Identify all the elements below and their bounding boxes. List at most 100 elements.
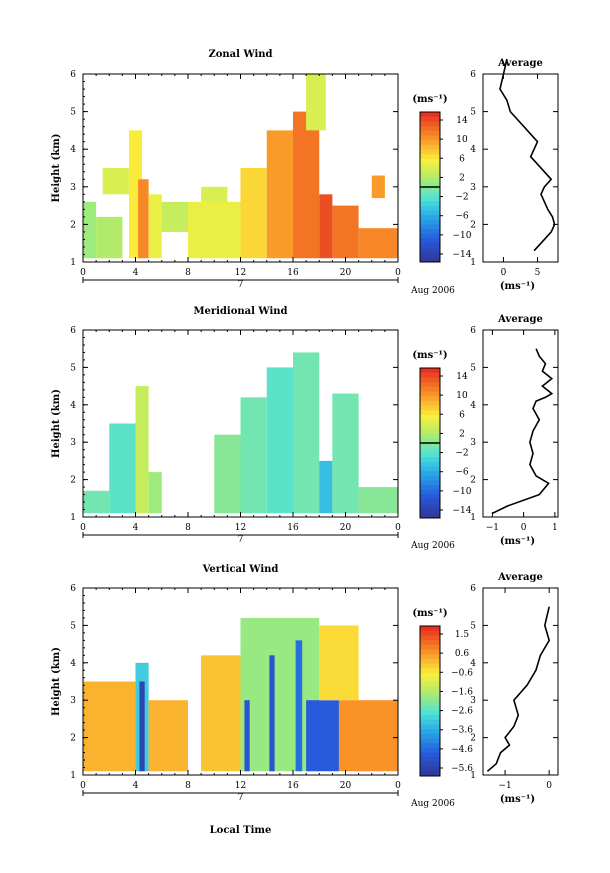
colorbar-tick-label: 6	[459, 410, 465, 420]
profile-x-tick-label: −1	[498, 781, 511, 791]
profile-frame	[482, 587, 559, 776]
colorbar-segment	[420, 766, 440, 772]
date-label: 7	[238, 793, 244, 803]
data-cell	[332, 205, 359, 259]
y-tick-label: 2	[70, 734, 76, 744]
data-cell	[266, 130, 293, 259]
colorbar-segment	[420, 396, 440, 402]
colorbar-segment	[420, 243, 440, 249]
colorbar-segment	[420, 158, 440, 165]
colorbar-segment	[420, 771, 440, 777]
colorbar-segment	[420, 677, 440, 683]
x-axis-label: Local Time	[210, 825, 272, 836]
colorbar-segment	[420, 419, 440, 425]
profile-title: Average	[497, 572, 543, 583]
data-cell	[295, 640, 303, 772]
x-tick-label: 0	[80, 781, 86, 791]
colorbar-segment	[420, 191, 440, 197]
profile-line	[486, 606, 551, 772]
colorbar-segment	[420, 382, 440, 388]
profile-line	[492, 348, 554, 515]
colorbar-segment	[420, 461, 440, 467]
colorbar-segment	[420, 738, 440, 744]
date-label: 7	[238, 280, 244, 290]
x-tick-label: 20	[340, 781, 352, 791]
profile-y-tick-label: 3	[470, 183, 476, 193]
x-tick-label: 8	[185, 268, 191, 278]
data-cell	[306, 74, 326, 131]
colorbar-tick-label: −5.6	[451, 764, 473, 774]
colorbar-tick-label: 2	[459, 173, 465, 183]
colorbar-segment	[420, 485, 440, 491]
colorbar-segment	[420, 229, 440, 235]
colorbar-segment	[420, 743, 440, 749]
profile-x-tick-label: 5	[535, 268, 541, 278]
profile-x-tick-label: 1	[552, 523, 558, 533]
colorbar-tick-label: 0.6	[455, 649, 470, 659]
data-cell	[102, 168, 129, 195]
profile-x-tick-label: 0	[501, 268, 507, 278]
colorbar-segment	[420, 172, 440, 179]
profile-y-tick-label: 4	[470, 145, 476, 155]
colorbar-segment	[420, 508, 440, 514]
colorbar-segment	[420, 715, 440, 721]
colorbar-segment	[420, 224, 440, 230]
colorbar-segment	[420, 233, 440, 240]
y-tick-label: 2	[70, 476, 76, 486]
y-tick-label: 3	[70, 183, 76, 193]
colorbar-segment	[420, 747, 440, 754]
y-tick-label: 2	[70, 220, 76, 230]
data-cell	[358, 487, 398, 514]
colorbar-segment	[420, 644, 440, 650]
data-cell	[148, 472, 162, 514]
profile-y-tick-label: 2	[470, 476, 476, 486]
profile-x-axis-label: (ms⁻¹)	[500, 536, 535, 547]
colorbar-segment	[420, 196, 440, 202]
colorbar-segment	[420, 752, 440, 758]
data-cell	[109, 423, 136, 514]
y-tick-label: 5	[70, 108, 76, 118]
colorbar-segment	[420, 719, 440, 725]
colorbar-segment	[420, 414, 440, 421]
colorbar-segment	[420, 672, 440, 679]
colorbar-segment	[420, 126, 440, 132]
colorbar-segment	[420, 201, 440, 207]
colorbar-unit: (ms⁻¹)	[412, 350, 447, 361]
colorbar-segment	[420, 443, 440, 449]
data-cell	[148, 194, 162, 259]
data-cell	[240, 397, 267, 514]
data-cell	[83, 201, 97, 259]
colorbar-segment	[420, 658, 440, 664]
profile-y-tick-label: 3	[470, 438, 476, 448]
profile-frame	[482, 329, 559, 518]
colorbar-segment	[420, 121, 440, 127]
colorbar-segment	[420, 377, 440, 383]
date-label: 7	[238, 535, 244, 545]
y-axis-label: Height (km)	[51, 134, 62, 203]
colorbar-segment	[420, 471, 440, 477]
y-tick-label: 4	[70, 145, 76, 155]
colorbar-segment	[420, 386, 440, 392]
colorbar-segment	[420, 424, 440, 430]
colorbar-segment	[420, 757, 440, 763]
y-tick-label: 5	[70, 621, 76, 631]
colorbar-segment	[420, 696, 440, 702]
colorbar-segment	[420, 116, 440, 122]
colorbar-frame	[419, 625, 441, 777]
profile-x-tick-label: 0	[546, 781, 552, 791]
x-tick-label: 0	[395, 781, 401, 791]
colorbar-segment	[420, 452, 440, 458]
x-tick-label: 16	[287, 268, 299, 278]
data-cell	[358, 228, 398, 259]
profile-y-tick-label: 1	[470, 513, 476, 523]
colorbar-tick-label: −14	[453, 250, 472, 260]
colorbar-segment	[420, 438, 440, 444]
profile-y-tick-label: 4	[470, 659, 476, 669]
colorbar-tick-label: −14	[453, 506, 472, 516]
colorbar-segment	[420, 219, 440, 225]
data-cell	[135, 386, 149, 514]
colorbar-segment	[420, 112, 440, 118]
x-tick-label: 0	[395, 268, 401, 278]
profile-y-tick-label: 6	[470, 584, 476, 594]
